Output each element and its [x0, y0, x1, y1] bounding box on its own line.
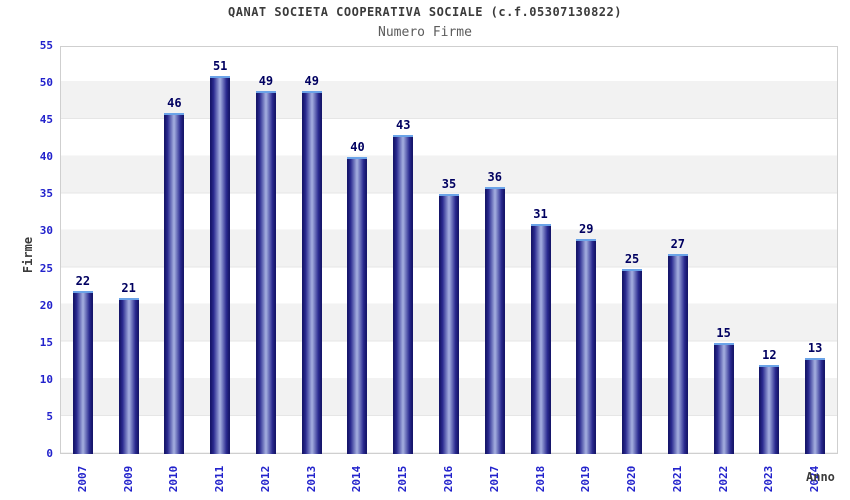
bar — [805, 358, 826, 454]
y-tick-label: 15 — [39, 335, 53, 349]
y-tick-label: 5 — [46, 409, 53, 423]
x-tick-label: 2010 — [167, 465, 181, 493]
x-tick-label: 2007 — [75, 465, 89, 493]
bar — [255, 91, 276, 454]
bar-value-label: 49 — [304, 74, 319, 88]
bar-value-label: 46 — [167, 96, 182, 110]
x-tick-label: 2011 — [213, 465, 227, 493]
bar — [118, 298, 139, 454]
bar-value-label: 40 — [350, 140, 365, 154]
bar-value-label: 51 — [212, 59, 228, 73]
y-tick-label: 20 — [39, 298, 53, 312]
chart-subtitle: Numero Firme — [378, 25, 472, 40]
x-tick-label: 2012 — [258, 465, 272, 493]
bar-value-label: 29 — [579, 222, 594, 236]
bar-value-label: 21 — [121, 281, 136, 295]
bar-value-label: 27 — [670, 237, 686, 251]
y-tick-label: 0 — [46, 447, 53, 460]
y-axis-title: Firme — [21, 236, 35, 274]
y-tick-label: 25 — [39, 261, 53, 275]
chart-title: QANAT SOCIETA COOPERATIVA SOCIALE (c.f.0… — [228, 5, 622, 19]
x-tick-label: 2020 — [625, 465, 639, 493]
y-tick-label: 55 — [39, 39, 53, 52]
bar-value-label: 22 — [75, 274, 91, 288]
x-axis-title: Anno — [806, 470, 835, 484]
bar-value-label: 25 — [624, 252, 640, 266]
bar — [72, 291, 93, 454]
bar — [622, 269, 643, 454]
bar-value-label: 31 — [533, 207, 548, 221]
bar — [439, 194, 459, 454]
x-tick-label: 2023 — [762, 465, 776, 493]
bar-value-label: 35 — [441, 177, 457, 191]
x-tick-label: 2017 — [487, 465, 501, 493]
bar — [530, 224, 551, 454]
bar — [667, 254, 688, 454]
x-tick-label: 2015 — [396, 465, 410, 493]
x-tick-label: 2022 — [716, 465, 730, 493]
x-tick-label: 2016 — [442, 465, 455, 493]
bar — [713, 343, 734, 454]
bar-value-label: 13 — [807, 341, 823, 355]
x-tick-label: 2018 — [533, 465, 547, 493]
bar — [301, 91, 322, 454]
x-tick-label: 2021 — [670, 465, 684, 493]
bar — [210, 76, 231, 454]
bar — [347, 157, 368, 454]
bar-value-label: 36 — [487, 170, 502, 184]
bar-value-label: 15 — [716, 326, 731, 340]
bar — [484, 187, 505, 454]
bar-value-label: 43 — [396, 118, 411, 132]
x-tick-label: 2019 — [579, 465, 593, 493]
y-tick-label: 35 — [39, 187, 53, 201]
bar — [393, 135, 414, 454]
bar — [576, 239, 597, 454]
x-tick-label: 2014 — [350, 465, 364, 493]
bar-value-label: 12 — [762, 348, 777, 362]
bar — [164, 113, 185, 454]
y-tick-label: 40 — [39, 150, 53, 164]
bar-value-label: 49 — [258, 74, 274, 88]
x-tick-label: 2013 — [304, 465, 318, 493]
y-tick-label: 10 — [39, 372, 53, 386]
bar — [759, 365, 780, 454]
y-tick-label: 30 — [39, 224, 53, 238]
y-tick-label: 50 — [39, 76, 53, 90]
x-tick-label: 2009 — [121, 465, 135, 493]
y-tick-label: 45 — [39, 113, 53, 127]
